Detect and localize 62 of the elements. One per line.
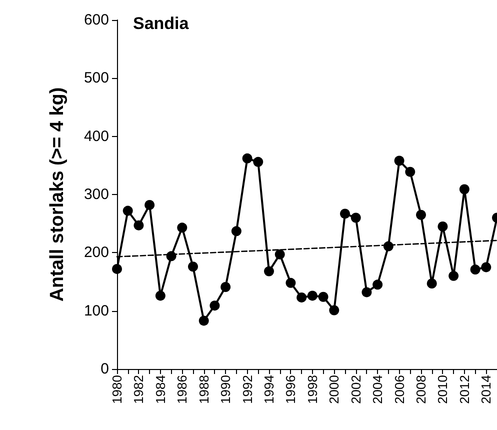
point [448, 270, 459, 281]
x-tick-label: 1980 [110, 375, 124, 404]
point [383, 241, 394, 252]
y-tick-label: 100 [84, 302, 109, 320]
y-tick-label: 600 [84, 12, 109, 28]
x-tick-label: 2008 [414, 375, 428, 404]
point [112, 264, 122, 274]
point [405, 166, 416, 177]
x-tick-label: 2012 [456, 375, 472, 404]
y-tick-label: 200 [84, 244, 109, 262]
point [253, 156, 264, 167]
x-tick-label: 1988 [196, 375, 212, 404]
point [372, 280, 383, 290]
x-tick-label: 1986 [174, 375, 190, 404]
point [340, 208, 350, 219]
point [438, 221, 448, 232]
point [122, 206, 133, 216]
point [166, 251, 176, 262]
point [274, 249, 285, 260]
point [286, 278, 296, 288]
y-tick-label: 0 [100, 360, 109, 378]
chart-title: Sandia [133, 14, 190, 33]
y-axis-title: Antall storlaks (>= 4 kg) [47, 87, 68, 302]
point [231, 226, 242, 236]
x-tick-label: 2000 [326, 375, 342, 404]
point [242, 153, 252, 164]
point [144, 200, 155, 210]
x-tick-label: 1996 [283, 375, 298, 404]
x-tick-label: 2014 [478, 375, 494, 404]
point [210, 300, 220, 311]
point [307, 290, 318, 301]
point [350, 212, 361, 223]
point [198, 316, 209, 326]
x-tick-label: 1990 [218, 375, 234, 404]
point [264, 266, 274, 276]
point [362, 287, 372, 298]
point [481, 262, 492, 272]
y-tick-label: 300 [84, 186, 109, 203]
x-tick-label: 1994 [262, 375, 276, 404]
point [318, 292, 328, 302]
point [296, 292, 307, 302]
point [470, 264, 480, 275]
x-tick-label: 2004 [370, 375, 386, 404]
point [459, 184, 470, 194]
point [416, 210, 426, 220]
point [426, 278, 437, 288]
y-tick-label: 400 [84, 128, 109, 145]
x-tick-label: 2002 [348, 375, 364, 404]
x-tick-label: 1992 [240, 375, 255, 404]
x-tick-label: 1984 [152, 375, 168, 404]
x-tick-label: 1982 [131, 375, 146, 404]
x-tick-label: 2010 [435, 375, 450, 404]
point [329, 305, 340, 316]
point [188, 262, 198, 272]
point [394, 156, 404, 166]
point [177, 222, 188, 233]
x-tick-label: 1998 [304, 375, 320, 404]
point [220, 282, 231, 292]
point [134, 220, 144, 230]
point [155, 290, 166, 301]
y-tick-label: 500 [84, 70, 109, 87]
x-tick-label: 2006 [392, 375, 407, 404]
